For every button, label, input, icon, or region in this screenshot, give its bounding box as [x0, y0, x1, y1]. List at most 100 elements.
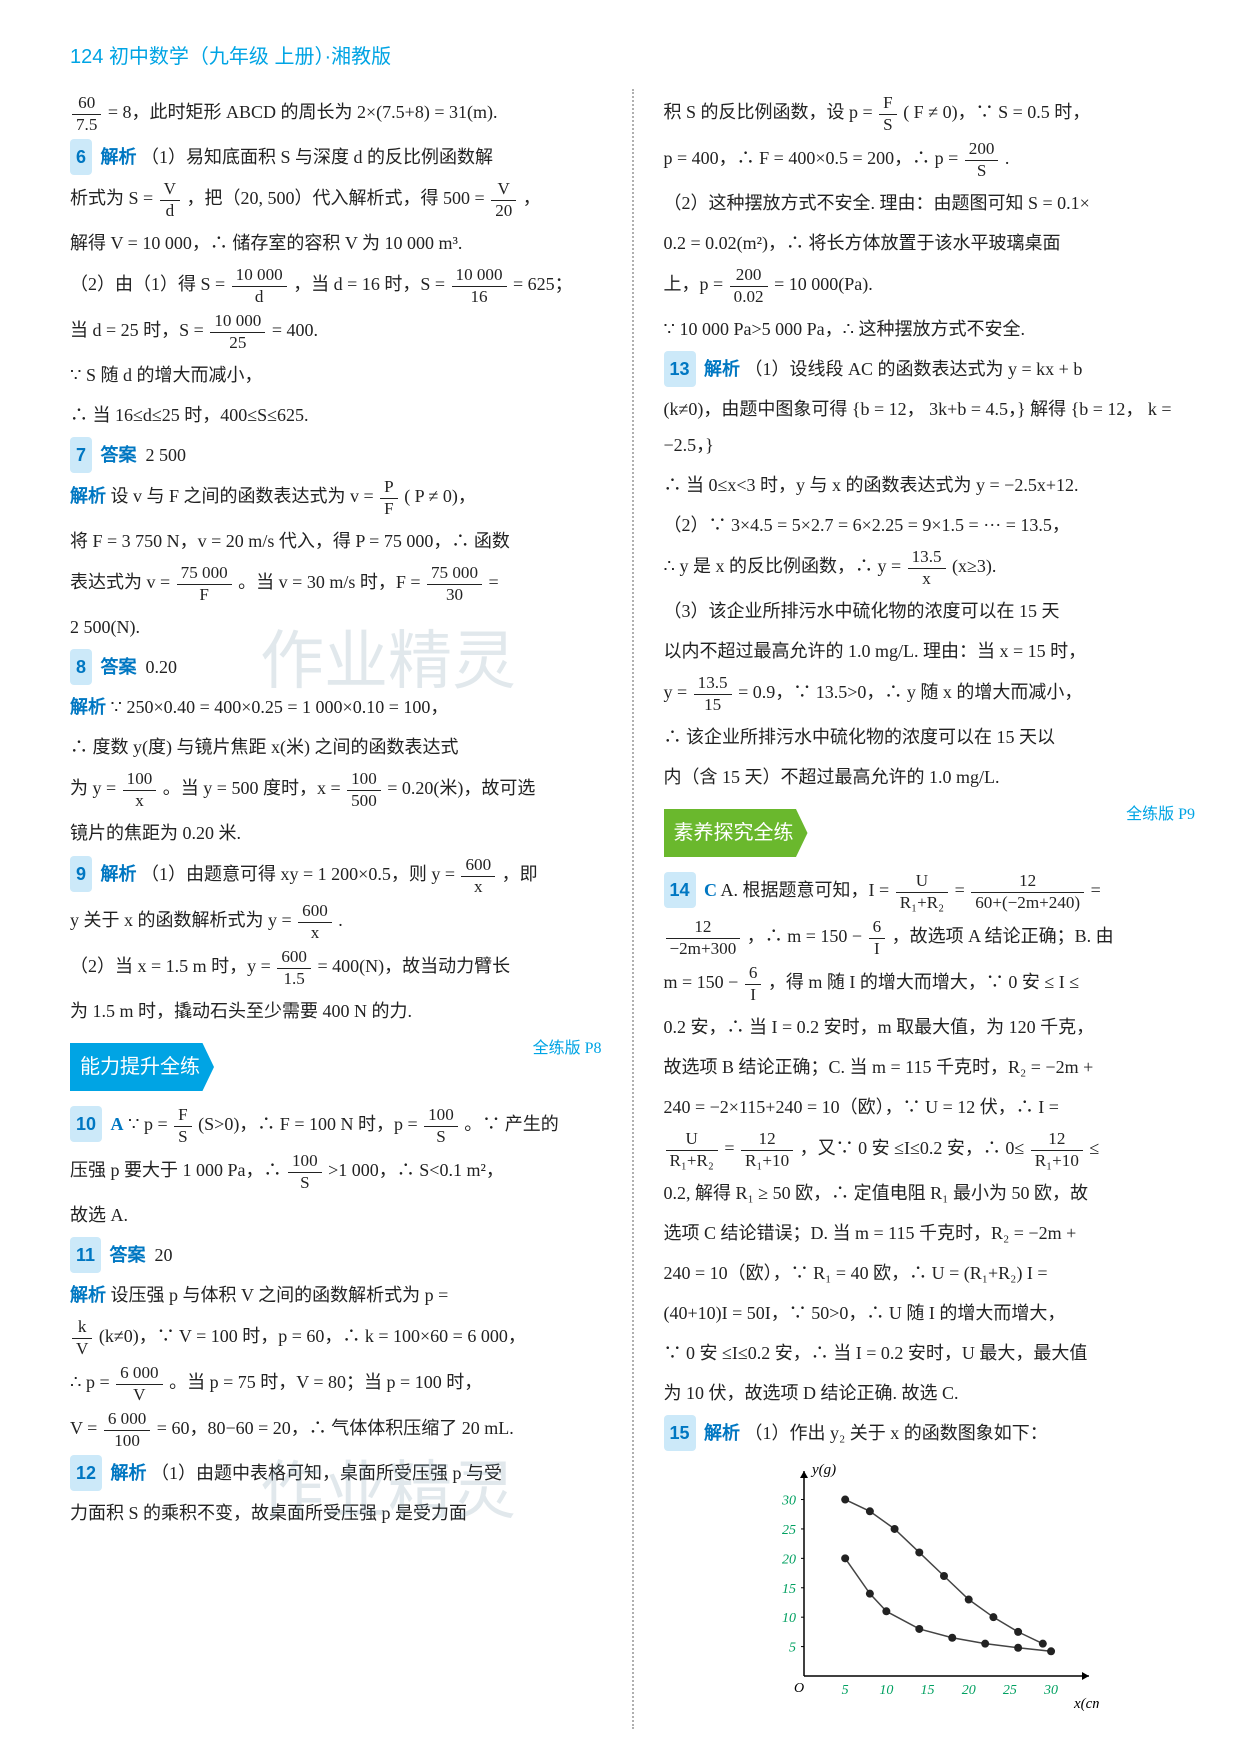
line: 故选 A. [70, 1197, 602, 1233]
svg-text:15: 15 [782, 1582, 796, 1597]
line: UR₁+R₂ = 12R₁+10 ，又∵ 0 安 ≤I≤0.2 安，∴ 0≤ 1… [664, 1129, 1196, 1171]
left-column: 607.5 = 8，此时矩形 ABCD 的周长为 2×(7.5+8) = 31(… [70, 89, 602, 1729]
svg-text:5: 5 [789, 1641, 796, 1656]
question-number: 10 [70, 1106, 102, 1142]
line: 0.2 安，∴ 当 I = 0.2 安时，m 取最大值，为 120 千克， [664, 1009, 1196, 1045]
page-ref: 全练版 P9 [1126, 799, 1195, 831]
q6-line1: 6 解析 （1）易知底面积 S 与深度 d 的反比例函数解 [70, 139, 602, 175]
section-header-row: 素养探究全练 全练版 P9 [664, 799, 1196, 867]
page-title: 初中数学（九年级 上册）·湘教版 [109, 46, 391, 68]
line: 为 y = 100x 。当 y = 500 度时，x = 100500 = 0.… [70, 769, 602, 811]
question-number: 15 [664, 1415, 696, 1451]
line: ∴ y 是 x 的反比例函数，∴ y = 13.5x (x≥3). [664, 547, 1196, 589]
line: ∵ 10 000 Pa>5 000 Pa，∴ 这种摆放方式不安全. [664, 311, 1196, 347]
line: 析式为 S = Vd ，把（20, 500）代入解析式，得 500 = V20 … [70, 179, 602, 221]
line: 解得 V = 10 000，∴ 储存室的容积 V 为 10 000 m³. [70, 225, 602, 261]
section-banner: 素养探究全练 [664, 809, 808, 857]
question-number: 8 [70, 649, 92, 685]
column-divider [632, 89, 634, 1729]
svg-text:15: 15 [921, 1683, 935, 1698]
svg-text:30: 30 [781, 1494, 796, 1509]
question-number: 11 [70, 1237, 101, 1273]
line: ∴ p = 6 000V 。当 p = 75 时，V = 80；当 p = 10… [70, 1363, 602, 1405]
svg-text:y(g): y(g) [810, 1462, 836, 1478]
line: ∴ 该企业所排污水中硫化物的浓度可以在 15 天以 [664, 719, 1196, 755]
line: 选项 C 结论错误；D. 当 m = 115 千克时，R₂ = −2m + [664, 1215, 1196, 1251]
line: ∴ 度数 y(度) 与镜片焦距 x(米) 之间的函数表达式 [70, 729, 602, 765]
svg-text:5: 5 [842, 1683, 849, 1698]
svg-text:20: 20 [962, 1683, 976, 1698]
chart: 5 10 15 20 25 30 5 10 15 20 25 30 Ox(cm) y(g) [759, 1461, 1099, 1711]
svg-text:O: O [794, 1681, 804, 1696]
svg-text:30: 30 [1043, 1683, 1058, 1698]
q15: 15 解析 （1）作出 y₂ 关于 x 的函数图象如下： [664, 1415, 1196, 1451]
line: （2）这种摆放方式不安全. 理由：由题图可知 S = 0.1× [664, 185, 1196, 221]
section-banner: 能力提升全练 [70, 1043, 214, 1091]
svg-text:25: 25 [1003, 1683, 1017, 1698]
svg-text:x(cm): x(cm) [1073, 1696, 1099, 1711]
line: m = 150 − 6I ，得 m 随 I 的增大而增大，∵ 0 安 ≤ I ≤ [664, 963, 1196, 1005]
question-number: 7 [70, 437, 92, 473]
line: 故选项 B 结论正确；C. 当 m = 115 千克时，R₂ = −2m + [664, 1049, 1196, 1085]
label: 解析 [101, 147, 137, 167]
q14: 14 C A. 根据题意可知，I = UR₁+R₂ = 1260+(−2m+24… [664, 871, 1196, 913]
line: 为 1.5 m 时，撬动石头至少需要 400 N 的力. [70, 993, 602, 1029]
question-number: 9 [70, 856, 92, 892]
q11: 11 答案 20 [70, 1237, 602, 1273]
line: 表达式为 v = 75 000F 。当 v = 30 m/s 时，F = 75 … [70, 563, 602, 605]
line: (k≠0)，由题中图象可得 {b = 12， 3k+b = 4.5，} 解得 {… [664, 391, 1196, 463]
line: 力面积 S 的乘积不变，故桌面所受压强 p 是受力面 [70, 1495, 602, 1531]
line: 12−2m+300 ，∴ m = 150 − 6I ，故选项 A 结论正确；B.… [664, 917, 1196, 959]
line: p = 400，∴ F = 400×0.5 = 200，∴ p = 200S . [664, 139, 1196, 181]
section-header-row: 能力提升全练 全练版 P8 [70, 1033, 602, 1101]
svg-text:20: 20 [782, 1552, 796, 1567]
svg-text:10: 10 [782, 1611, 796, 1626]
q8: 8 答案 0.20 [70, 649, 602, 685]
line: 0.2 = 0.02(m²)，∴ 将长方体放置于该水平玻璃桌面 [664, 225, 1196, 261]
line: 积 S 的反比例函数，设 p = FS ( F ≠ 0)，∵ S = 0.5 时… [664, 93, 1196, 135]
line: y = 13.515 = 0.9，∵ 13.5>0，∴ y 随 x 的增大而减小… [664, 673, 1196, 715]
line: 上，p = 2000.02 = 10 000(Pa). [664, 265, 1196, 307]
line: （3）该企业所排污水中硫化物的浓度可以在 15 天 [664, 593, 1196, 629]
page-ref: 全练版 P8 [533, 1033, 602, 1065]
q7: 7 答案 2 500 [70, 437, 602, 473]
chart-svg: 5 10 15 20 25 30 5 10 15 20 25 30 Ox(cm) y(g) [759, 1461, 1099, 1711]
line: 607.5 = 8，此时矩形 ABCD 的周长为 2×(7.5+8) = 31(… [70, 93, 602, 135]
line: 解析 设 v 与 F 之间的函数表达式为 v = PF ( P ≠ 0)， [70, 477, 602, 519]
content-columns: 607.5 = 8，此时矩形 ABCD 的周长为 2×(7.5+8) = 31(… [70, 89, 1195, 1729]
svg-text:25: 25 [782, 1523, 796, 1538]
line: 压强 p 要大于 1 000 Pa，∴ 100S >1 000，∴ S<0.1 … [70, 1151, 602, 1193]
page-header: 124 初中数学（九年级 上册）·湘教版 [70, 40, 1195, 69]
line: y 关于 x 的函数解析式为 y = 600x . [70, 901, 602, 943]
line: ∴ 当 0≤x<3 时，y 与 x 的函数表达式为 y = −2.5x+12. [664, 467, 1196, 503]
line: kV (k≠0)，∵ V = 100 时，p = 60，∴ k = 100×60… [70, 1317, 602, 1359]
line: 2 500(N). [70, 609, 602, 645]
svg-text:10: 10 [880, 1683, 894, 1698]
line: ∵ 0 安 ≤I≤0.2 安，∴ 当 I = 0.2 安时，U 最大，最大值 [664, 1335, 1196, 1371]
line: ∴ 当 16≤d≤25 时，400≤S≤625. [70, 397, 602, 433]
line: （2）由（1）得 S = 10 000d ，当 d = 16 时，S = 10 … [70, 265, 602, 307]
q13: 13 解析 （1）设线段 AC 的函数表达式为 y = kx + b [664, 351, 1196, 387]
line: 内（含 15 天）不超过最高允许的 1.0 mg/L. [664, 759, 1196, 795]
line: 解析 ∵ 250×0.40 = 400×0.25 = 1 000×0.10 = … [70, 689, 602, 725]
line: （2）当 x = 1.5 m 时，y = 6001.5 = 400(N)，故当动… [70, 947, 602, 989]
question-number: 14 [664, 872, 696, 908]
q12: 12 解析 （1）由题中表格可知，桌面所受压强 p 与受 [70, 1455, 602, 1491]
line: 当 d = 25 时，S = 10 00025 = 400. [70, 311, 602, 353]
line: ∵ S 随 d 的增大而减小， [70, 357, 602, 393]
line: 0.2, 解得 R₁ ≥ 50 欧，∴ 定值电阻 R₁ 最小为 50 欧，故 [664, 1175, 1196, 1211]
q9: 9 解析 （1）由题意可得 xy = 1 200×0.5，则 y = 600x … [70, 855, 602, 897]
line: (40+10)I = 50I，∵ 50>0，∴ U 随 I 的增大而增大， [664, 1295, 1196, 1331]
line: 以内不超过最高允许的 1.0 mg/L. 理由：当 x = 15 时， [664, 633, 1196, 669]
line: 240 = 10（欧），∵ R₁ = 40 欧，∴ U = (R₁+R₂) I … [664, 1255, 1196, 1291]
line: 将 F = 3 750 N，v = 20 m/s 代入，得 P = 75 000… [70, 523, 602, 559]
question-number: 6 [70, 139, 92, 175]
line: （2）∵ 3×4.5 = 5×2.7 = 6×2.25 = 9×1.5 = ··… [664, 507, 1196, 543]
q10: 10 A ∵ p = FS (S>0)，∴ F = 100 N 时，p = 10… [70, 1105, 602, 1147]
question-number: 13 [664, 351, 696, 387]
line: 解析 设压强 p 与体积 V 之间的函数解析式为 p = [70, 1277, 602, 1313]
line: 为 10 伏，故选项 D 结论正确. 故选 C. [664, 1375, 1196, 1411]
page-number: 124 [70, 46, 103, 68]
page: 124 初中数学（九年级 上册）·湘教版 607.5 = 8，此时矩形 ABCD… [0, 0, 1250, 1762]
line: 240 = −2×115+240 = 10（欧），∵ U = 12 伏，∴ I … [664, 1089, 1196, 1125]
